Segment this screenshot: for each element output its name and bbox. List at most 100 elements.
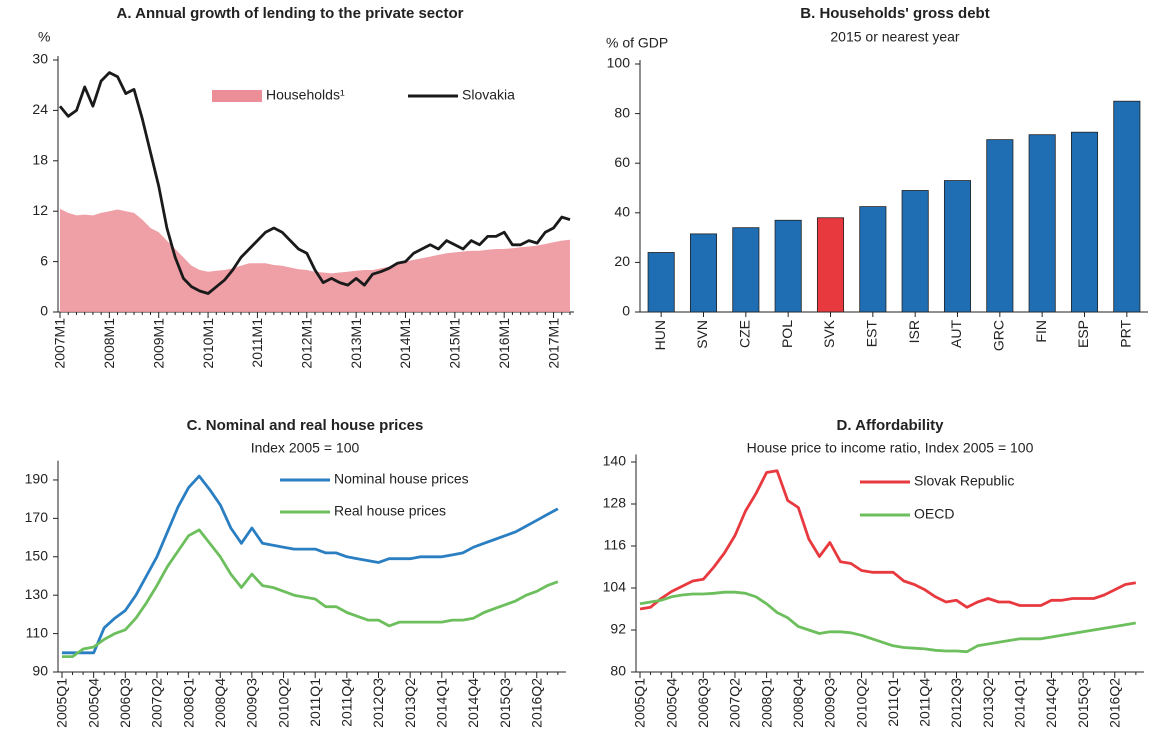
- x-tick-label: 2014Q1: [434, 678, 450, 728]
- x-tick-label: 2008Q4: [212, 678, 228, 728]
- y-tick-label: 80: [614, 104, 630, 120]
- x-tick-label: 2011Q1: [307, 678, 323, 727]
- x-tick-label: 2010Q2: [275, 678, 291, 728]
- x-tick-label: 2015Q3: [497, 678, 513, 728]
- x-tick-label: 2005Q4: [85, 678, 101, 728]
- x-tick-label: 2014Q1: [1012, 678, 1028, 728]
- x-tick-label: 2005Q4: [663, 678, 679, 728]
- x-tick-label: 2009Q3: [244, 678, 260, 728]
- x-tick-label: 2007Q2: [727, 678, 743, 728]
- bar: [986, 139, 1014, 313]
- y-tick-label: 6: [40, 252, 48, 268]
- x-tick-label: 2011Q1: [885, 678, 901, 727]
- bar: [774, 219, 802, 313]
- bar: [816, 217, 845, 313]
- y-tick-label: 0: [622, 303, 630, 319]
- x-tick-label: 2015Q3: [1075, 678, 1091, 728]
- x-tick-label: 2014Q4: [1043, 678, 1059, 728]
- y-tick-label: 104: [603, 579, 627, 595]
- legend-label: Households¹: [266, 87, 345, 103]
- x-tick-label: 2007M1: [52, 318, 68, 369]
- x-tick-label: 2012Q3: [370, 678, 386, 728]
- chart-title: B. Households' gross debt: [800, 5, 989, 22]
- x-tick-label: 2007Q2: [149, 678, 165, 728]
- y-tick-label: 80: [610, 663, 626, 679]
- chart-title: C. Nominal and real house prices: [187, 417, 424, 434]
- bar: [689, 233, 718, 313]
- x-tick-label: HUN: [652, 320, 668, 350]
- y-tick-label: 100: [607, 55, 631, 71]
- bar: [1113, 100, 1141, 313]
- legend-label: Real house prices: [334, 503, 446, 519]
- x-tick-label: 2005Q1: [632, 678, 648, 728]
- y-tick-label: 130: [25, 586, 49, 602]
- x-tick-label: 2008Q4: [790, 678, 806, 728]
- y-tick-label: 0: [40, 303, 48, 319]
- x-tick-label: CZE: [737, 320, 753, 348]
- legend-label: Nominal house prices: [334, 471, 469, 487]
- y-axis-label: % of GDP: [606, 35, 668, 51]
- y-tick-label: 30: [32, 51, 48, 67]
- bar: [1070, 131, 1099, 313]
- x-tick-label: 2014M1: [397, 318, 413, 369]
- y-tick-label: 128: [603, 495, 627, 511]
- x-tick-label: 2013M1: [348, 318, 364, 369]
- y-tick-label: 24: [32, 101, 48, 117]
- legend-swatch: [212, 90, 262, 102]
- y-axis-label: %: [38, 29, 50, 45]
- x-tick-label: GRC: [991, 320, 1007, 351]
- y-tick-label: 150: [25, 547, 49, 563]
- chart-subtitle: House price to income ratio, Index 2005 …: [747, 440, 1034, 456]
- x-tick-label: 2009M1: [150, 318, 166, 369]
- y-tick-label: 90: [32, 663, 48, 679]
- y-tick-label: 40: [614, 204, 630, 220]
- x-tick-label: 2011Q4: [339, 678, 355, 727]
- bar: [859, 206, 887, 313]
- x-tick-label: FIN: [1033, 320, 1049, 343]
- x-tick-label: 2011M1: [249, 318, 265, 368]
- x-tick-label: 2010Q2: [853, 678, 869, 728]
- x-tick-label: ESP: [1075, 320, 1091, 348]
- chart-title: A. Annual growth of lending to the priva…: [117, 5, 464, 22]
- y-tick-label: 116: [604, 537, 627, 553]
- y-tick-label: 92: [610, 621, 626, 637]
- x-tick-label: ISR: [906, 320, 922, 343]
- chart-title: D. Affordability: [837, 417, 945, 434]
- line: [62, 474, 559, 655]
- x-tick-label: 2013Q2: [980, 678, 996, 728]
- area: [60, 208, 570, 312]
- bar: [1028, 134, 1056, 313]
- x-tick-label: POL: [779, 320, 795, 348]
- bar: [647, 252, 675, 313]
- chart-subtitle: Index 2005 = 100: [251, 440, 360, 456]
- x-tick-label: 2010M1: [200, 318, 216, 369]
- x-tick-label: 2016Q2: [528, 678, 544, 728]
- x-tick-label: PRT: [1118, 320, 1134, 348]
- x-tick-label: AUT: [948, 320, 964, 348]
- line: [639, 469, 1137, 611]
- y-tick-label: 190: [25, 471, 49, 487]
- bar: [943, 180, 972, 313]
- x-tick-label: SVK: [821, 319, 837, 348]
- line: [639, 590, 1137, 654]
- y-tick-label: 110: [26, 624, 49, 640]
- line: [58, 71, 571, 295]
- bar: [901, 190, 929, 313]
- bar: [732, 227, 760, 313]
- x-tick-label: 2012Q3: [948, 678, 964, 728]
- x-tick-label: 2006Q3: [117, 678, 133, 728]
- legend-label: Slovakia: [462, 87, 515, 103]
- x-tick-label: SVN: [694, 320, 710, 349]
- x-tick-label: EST: [864, 320, 880, 348]
- x-tick-label: 2013Q2: [402, 678, 418, 728]
- x-tick-label: 2005Q1: [54, 678, 70, 728]
- x-tick-label: 2016M1: [496, 318, 512, 369]
- x-tick-label: 2016Q2: [1106, 678, 1122, 728]
- legend-label: OECD: [914, 506, 954, 522]
- x-tick-label: 2008Q1: [180, 678, 196, 728]
- y-tick-label: 12: [32, 202, 48, 218]
- x-tick-label: 2017M1: [545, 318, 561, 369]
- x-tick-label: 2014Q4: [465, 678, 481, 728]
- legend-label: Slovak Republic: [914, 473, 1014, 489]
